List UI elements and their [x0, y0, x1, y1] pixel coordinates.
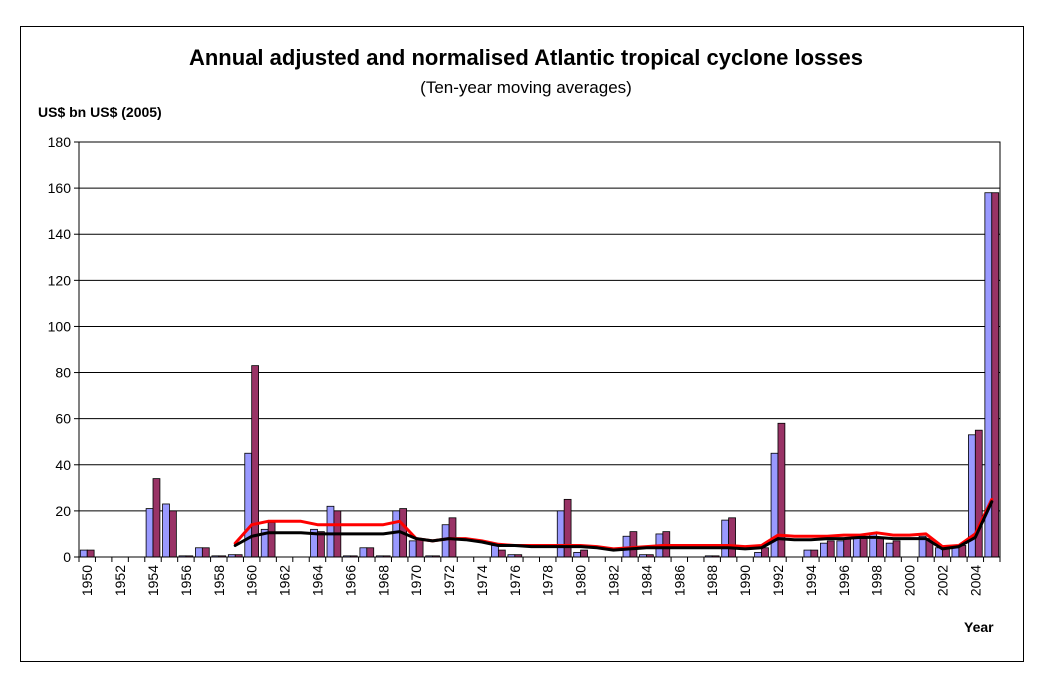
- x-tick-label: 2000: [902, 565, 918, 596]
- x-tick-label: 1962: [277, 565, 293, 596]
- x-axis-label: Year: [964, 619, 994, 635]
- bar: [145, 508, 154, 558]
- bar: [721, 519, 730, 558]
- x-tick-label: 1964: [310, 565, 326, 596]
- tick-labels: 0 20 40 60 80 100 120 140 160 180 1950 1952 1954 1956…: [48, 134, 984, 596]
- bar: [244, 452, 253, 558]
- x-tick-label: 1974: [474, 565, 490, 596]
- y-tick-label: 20: [55, 503, 71, 519]
- bar: [885, 542, 894, 558]
- bar: [491, 545, 499, 558]
- y-tick-label: 80: [55, 365, 71, 381]
- x-tick-label: 1952: [112, 565, 128, 596]
- bar: [859, 538, 868, 558]
- bar: [573, 551, 582, 558]
- y-tick-label: 160: [48, 180, 72, 196]
- chart-title: Annual adjusted and normalised Atlantic …: [188, 45, 864, 70]
- x-tick-label: 1968: [375, 565, 391, 596]
- bar: [761, 547, 769, 558]
- y-tick-label: 40: [55, 457, 71, 473]
- x-tick-label: 1980: [573, 565, 589, 596]
- bar: [415, 538, 424, 558]
- bar: [169, 510, 177, 558]
- x-tick-label: 1966: [342, 565, 358, 596]
- x-tick-label: 2002: [934, 565, 950, 596]
- bar: [497, 549, 506, 558]
- bar: [810, 549, 819, 558]
- x-tick-label: 1958: [211, 565, 227, 596]
- bar: [803, 549, 812, 558]
- y-tick-label: 120: [48, 272, 72, 288]
- x-tick-label: 1976: [507, 565, 523, 596]
- x-tick-label: 1992: [770, 565, 786, 596]
- bar: [629, 531, 638, 558]
- bar: [951, 547, 960, 558]
- x-tick-label: 1990: [737, 565, 753, 596]
- x-tick-label: 1960: [244, 565, 260, 596]
- bar: [892, 540, 901, 558]
- y-axis-label: US$ bn US$ (2005): [38, 104, 162, 120]
- bar: [195, 547, 203, 558]
- y-tick-label: 140: [48, 226, 72, 242]
- x-tick-label: 1998: [869, 565, 885, 596]
- bar: [580, 549, 588, 558]
- bar: [836, 540, 845, 558]
- axes: [74, 141, 1001, 562]
- bar: [876, 538, 884, 558]
- bar: [359, 547, 368, 558]
- x-tick-label: 1982: [606, 565, 622, 596]
- bar: [366, 547, 375, 558]
- x-tick-label: 1996: [836, 565, 852, 596]
- x-tick-label: 1988: [704, 565, 720, 596]
- bar: [563, 498, 572, 558]
- bar: [556, 510, 565, 558]
- bar: [86, 549, 95, 558]
- y-tick-label: 60: [55, 411, 71, 427]
- plot-area: [78, 141, 1001, 558]
- bar: [267, 522, 276, 558]
- y-tick-label: 180: [48, 134, 72, 150]
- bar: [392, 510, 401, 558]
- x-tick-label: 1970: [408, 565, 424, 596]
- x-tick-label: 1972: [441, 565, 457, 596]
- bar: [408, 540, 417, 558]
- y-tick-label: 100: [48, 318, 72, 334]
- series-line: [233, 500, 994, 552]
- y-tick-label: 0: [63, 549, 71, 565]
- bar: [79, 549, 88, 558]
- bar: [820, 542, 828, 558]
- x-tick-label: 1986: [671, 565, 687, 596]
- x-tick-label: 1994: [803, 565, 819, 596]
- x-tick-label: 1956: [178, 565, 194, 596]
- bar: [843, 538, 852, 558]
- bar: [251, 365, 259, 558]
- x-tick-label: 1984: [638, 565, 654, 596]
- bar: [754, 551, 762, 558]
- x-tick-label: 1978: [540, 565, 556, 596]
- chart-subtitle: (Ten-year moving averages): [420, 78, 632, 97]
- moving-average-lines: [233, 497, 994, 552]
- bar: [326, 505, 335, 558]
- x-tick-label: 1950: [79, 565, 95, 596]
- bar: [826, 540, 835, 558]
- bar: [852, 538, 861, 558]
- gridlines: [78, 141, 1001, 558]
- x-tick-label: 2004: [967, 565, 983, 596]
- bar: [728, 517, 736, 558]
- x-tick-label: 1954: [145, 565, 161, 596]
- bar: [317, 531, 325, 558]
- bar: [162, 503, 170, 558]
- bar: [152, 478, 161, 558]
- bar: [201, 547, 210, 558]
